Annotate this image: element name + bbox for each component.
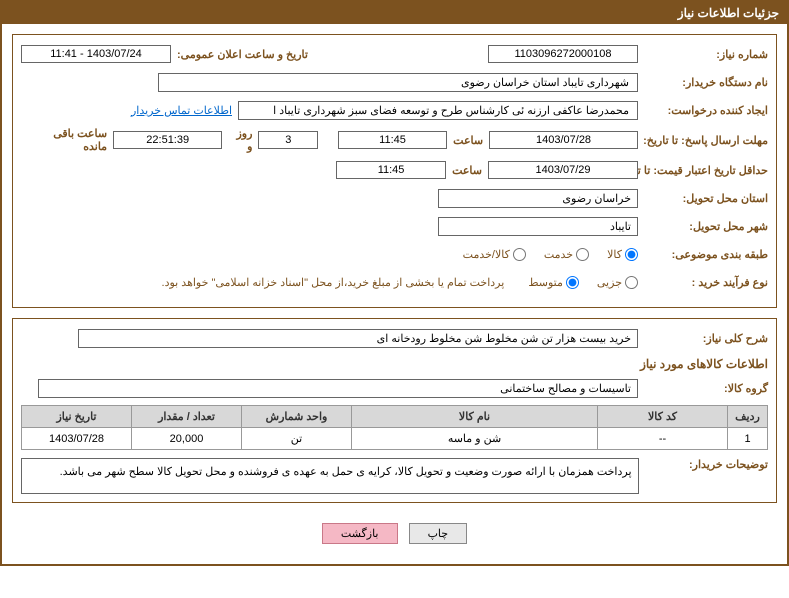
- goods-group-value: تاسیسات و مصالح ساختمانی: [38, 379, 638, 398]
- th-name: نام کالا: [352, 406, 598, 428]
- requester-label: ایجاد کننده درخواست:: [638, 104, 768, 117]
- process-label: نوع فرآیند خرید :: [638, 276, 768, 289]
- buyer-org-value: شهرداری تایباد استان خراسان رضوی: [158, 73, 638, 92]
- row-goods-group: گروه کالا: تاسیسات و مصالح ساختمانی: [21, 377, 768, 399]
- announce-datetime-value: 1403/07/24 - 11:41: [21, 45, 171, 63]
- need-number-value: 1103096272000108: [488, 45, 638, 63]
- row-buyer-org: نام دستگاه خریدار: شهرداری تایباد استان …: [21, 71, 768, 93]
- table-row: 1 -- شن و ماسه تن 20,000 1403/07/28: [22, 428, 768, 450]
- category-radio-goods[interactable]: [625, 248, 638, 261]
- table-header-row: ردیف کد کالا نام کالا واحد شمارش تعداد /…: [22, 406, 768, 428]
- process-option-minor[interactable]: جزیی: [597, 276, 638, 289]
- process-radio-group: جزیی متوسط: [514, 276, 638, 289]
- row-requester: ایجاد کننده درخواست: محمدرضا عاکفی ارزنه…: [21, 99, 768, 121]
- need-summary-value: خرید بیست هزار تن شن مخلوط شن مخلوط رودخ…: [78, 329, 638, 348]
- buyer-org-label: نام دستگاه خریدار:: [638, 76, 768, 89]
- category-radio-goods-label: کالا: [607, 248, 622, 261]
- button-row: چاپ بازگشت: [12, 513, 777, 554]
- process-note: پرداخت تمام یا بخشی از مبلغ خرید،از محل …: [162, 276, 505, 289]
- requester-value: محمدرضا عاکفی ارزنه ئی کارشناس طرح و توس…: [238, 101, 638, 120]
- header-title-text: جزئیات اطلاعات نیاز: [678, 6, 779, 20]
- row-buyer-notes: توضیحات خریدار: پرداخت همزمان با ارائه ص…: [21, 458, 768, 494]
- row-process: نوع فرآیند خرید : جزیی متوسط پرداخت تمام…: [21, 271, 768, 293]
- category-radio-group: کالا خدمت کالا/خدمت: [449, 248, 638, 261]
- goods-section-title: اطلاعات کالاهای مورد نیاز: [21, 357, 768, 371]
- process-radio-medium[interactable]: [566, 276, 579, 289]
- need-summary-fieldset: شرح کلی نیاز: خرید بیست هزار تن شن مخلوط…: [12, 318, 777, 503]
- price-time-label: ساعت: [452, 164, 482, 177]
- announce-datetime-label: تاریخ و ساعت اعلان عمومی:: [171, 48, 308, 61]
- cell-date: 1403/07/28: [22, 428, 132, 450]
- page-title: جزئیات اطلاعات نیاز: [2, 2, 787, 24]
- category-option-both[interactable]: کالا/خدمت: [463, 248, 526, 261]
- need-summary-label: شرح کلی نیاز:: [638, 332, 768, 345]
- category-radio-service[interactable]: [576, 248, 589, 261]
- category-radio-both[interactable]: [513, 248, 526, 261]
- th-qty: تعداد / مقدار: [132, 406, 242, 428]
- goods-table: ردیف کد کالا نام کالا واحد شمارش تعداد /…: [21, 405, 768, 450]
- row-delivery-city: شهر محل تحویل: تایباد: [21, 215, 768, 237]
- days-remaining: 3: [258, 131, 318, 149]
- cell-qty: 20,000: [132, 428, 242, 450]
- days-label: روز و: [228, 127, 252, 153]
- category-option-service[interactable]: خدمت: [544, 248, 589, 261]
- remaining-label: ساعت باقی مانده: [27, 127, 107, 153]
- goods-group-label: گروه کالا:: [638, 382, 768, 395]
- countdown-timer: 22:51:39: [113, 131, 222, 149]
- row-category: طبقه بندی موضوعی: کالا خدمت کالا/خدمت: [21, 243, 768, 265]
- cell-unit: تن: [242, 428, 352, 450]
- row-need-summary: شرح کلی نیاز: خرید بیست هزار تن شن مخلوط…: [21, 327, 768, 349]
- row-price-validity: حداقل تاریخ اعتبار قیمت: تا تاریخ: 1403/…: [21, 159, 768, 181]
- process-radio-minor-label: جزیی: [597, 276, 622, 289]
- delivery-province-label: استان محل تحویل:: [638, 192, 768, 205]
- buyer-notes-value: پرداخت همزمان با ارائه صورت وضعیت و تحوی…: [21, 458, 639, 494]
- category-label: طبقه بندی موضوعی:: [638, 248, 768, 261]
- delivery-province-value: خراسان رضوی: [438, 189, 638, 208]
- process-radio-medium-label: متوسط: [528, 276, 563, 289]
- back-button[interactable]: بازگشت: [322, 523, 398, 544]
- price-validity-label: حداقل تاریخ اعتبار قیمت: تا تاریخ:: [638, 164, 768, 177]
- response-deadline-time: 11:45: [338, 131, 447, 149]
- main-content: شماره نیاز: 1103096272000108 تاریخ و ساع…: [2, 24, 787, 564]
- cell-row: 1: [728, 428, 768, 450]
- category-radio-both-label: کالا/خدمت: [463, 248, 510, 261]
- row-delivery-province: استان محل تحویل: خراسان رضوی: [21, 187, 768, 209]
- th-code: کد کالا: [598, 406, 728, 428]
- row-need-number: شماره نیاز: 1103096272000108 تاریخ و ساع…: [21, 43, 768, 65]
- th-unit: واحد شمارش: [242, 406, 352, 428]
- row-response-deadline: مهلت ارسال پاسخ: تا تاریخ: 1403/07/28 سا…: [21, 127, 768, 153]
- th-row: ردیف: [728, 406, 768, 428]
- need-number-label: شماره نیاز:: [638, 48, 768, 61]
- delivery-city-label: شهر محل تحویل:: [638, 220, 768, 233]
- category-option-goods[interactable]: کالا: [607, 248, 638, 261]
- buyer-notes-label: توضیحات خریدار:: [639, 458, 768, 471]
- delivery-city-value: تایباد: [438, 217, 638, 236]
- buyer-contact-link[interactable]: اطلاعات تماس خریدار: [131, 104, 232, 117]
- cell-code: --: [598, 428, 728, 450]
- category-radio-service-label: خدمت: [544, 248, 573, 261]
- page-container: جزئیات اطلاعات نیاز شماره نیاز: 11030962…: [0, 0, 789, 566]
- response-deadline-date: 1403/07/28: [489, 131, 638, 149]
- response-deadline-label: مهلت ارسال پاسخ: تا تاریخ:: [638, 134, 768, 147]
- print-button[interactable]: چاپ: [409, 523, 468, 544]
- cell-name: شن و ماسه: [352, 428, 598, 450]
- price-validity-time: 11:45: [336, 161, 446, 179]
- th-date: تاریخ نیاز: [22, 406, 132, 428]
- process-option-medium[interactable]: متوسط: [528, 276, 579, 289]
- price-validity-date: 1403/07/29: [488, 161, 638, 179]
- details-fieldset: شماره نیاز: 1103096272000108 تاریخ و ساع…: [12, 34, 777, 308]
- response-time-label: ساعت: [453, 134, 483, 147]
- process-radio-minor[interactable]: [625, 276, 638, 289]
